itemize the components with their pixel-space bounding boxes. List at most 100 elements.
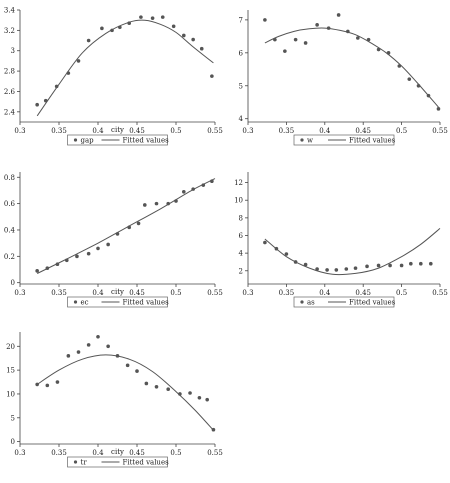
y-tick-label: 10 (6, 390, 15, 398)
y-tick-label: 20 (6, 343, 15, 351)
legend-marker (300, 300, 304, 304)
data-point (303, 262, 308, 267)
data-point (191, 187, 195, 191)
data-point (191, 37, 195, 42)
x-tick-label: 0.45 (129, 449, 145, 457)
data-point (284, 252, 289, 256)
data-point (43, 98, 48, 103)
data-point (199, 46, 204, 51)
data-point (397, 64, 402, 68)
data-point (86, 251, 91, 256)
data-point (210, 179, 214, 184)
data-point (273, 37, 277, 42)
x-tick-label: 0.55 (207, 449, 223, 457)
chart-panel-2: 0.3 0.35 0.4 0.45 0.5 0.55 4 5 6 7 w Fitted values (239, 10, 448, 146)
x-tick-label: 0.5 (170, 449, 181, 457)
data-point (76, 350, 81, 354)
y-tick-label: 12 (234, 179, 243, 187)
data-point (174, 199, 178, 203)
chart-panel-1: 0.3 0.35 0.4 0.45 0.5 0.55 2.4 2.6 2.8 3 3.2 3.4 cit… (4, 7, 223, 146)
x-tick-label: 0.4 (319, 127, 331, 135)
data-point (325, 268, 329, 272)
data-point (86, 38, 91, 43)
data-point (201, 183, 206, 187)
y-tick-label: 4 (239, 250, 244, 258)
data-point (366, 37, 371, 42)
x-tick-label: 0.5 (170, 289, 181, 297)
x-tick-label: 0.3 (242, 289, 253, 297)
legend-label-series: gap (81, 137, 95, 145)
data-point (45, 383, 50, 388)
legend: tr Fitted values (67, 456, 169, 468)
legend-marker (73, 460, 78, 464)
data-point (96, 334, 100, 339)
data-point (127, 21, 131, 26)
data-point (136, 221, 141, 226)
data-point (66, 71, 71, 75)
data-point (436, 107, 441, 111)
chart-panel-3: 0.3 0.35 0.4 0.45 0.5 0.5500.20.40.60.8cityec… (4, 172, 223, 308)
chart-panel-5: 0.3 0.35 0.4 0.45 0.5 0.55 0 5 10 15 20 city tr Fitte… (6, 332, 223, 468)
data-point (66, 354, 71, 358)
data-point (154, 385, 159, 389)
x-tick-label: 0.5 (396, 127, 407, 135)
y-tick-label: 0.8 (4, 174, 15, 182)
x-tick-label: 0.45 (129, 127, 145, 135)
data-point (386, 51, 391, 55)
data-point (75, 254, 79, 259)
x-tick-label: 0.35 (51, 127, 67, 135)
y-tick-label: 6 (239, 232, 244, 240)
y-tick-label: 5 (11, 414, 15, 422)
legend-label-series: w (307, 137, 313, 145)
data-point (76, 59, 81, 63)
data-point (144, 381, 149, 386)
data-point (118, 25, 122, 30)
data-point (210, 74, 214, 78)
data-point (35, 102, 39, 107)
data-point (54, 84, 59, 89)
data-point (100, 26, 104, 31)
data-point (143, 203, 147, 207)
y-tick-label: 15 (6, 367, 15, 375)
legend-label-fitted: Fitted values (123, 299, 170, 307)
x-tick-label: 0.45 (355, 289, 371, 297)
legend-label-series: ec (81, 299, 89, 307)
legend: w Fitted values (293, 134, 396, 146)
data-point (205, 397, 209, 402)
data-point (55, 262, 60, 267)
data-point (188, 391, 192, 395)
data-point (55, 380, 60, 384)
data-point (197, 395, 202, 400)
y-tick-label: 3 (11, 47, 15, 55)
x-axis-label: city (111, 288, 124, 296)
x-tick-label: 0.55 (432, 289, 448, 297)
data-point (263, 18, 267, 22)
fitted-line (36, 178, 216, 274)
data-point (106, 242, 110, 247)
y-tick-label: 2 (239, 267, 243, 275)
legend-marker (73, 300, 78, 304)
y-tick-label: 4 (239, 115, 244, 123)
y-tick-label: 0.2 (4, 253, 15, 261)
data-point (376, 263, 381, 268)
data-point (135, 369, 139, 373)
fitted-line (264, 228, 441, 276)
data-point (127, 225, 131, 230)
legend-label-series: tr (81, 459, 88, 467)
data-point (334, 268, 339, 272)
y-tick-label: 0.4 (4, 226, 16, 234)
x-tick-label: 0.35 (51, 449, 67, 457)
data-point (376, 47, 381, 52)
data-point (326, 26, 331, 30)
data-point (35, 269, 39, 273)
chart-panel-4: 0.3 0.35 0.4 0.45 0.5 0.55 2 4 6 8 10 12 as Fitted va… (234, 172, 448, 308)
y-tick-label: 3.2 (4, 27, 15, 35)
y-tick-label: 0 (11, 438, 15, 446)
data-point (428, 261, 433, 266)
data-point (399, 263, 404, 268)
legend-label-fitted: Fitted values (349, 299, 396, 307)
data-point (356, 36, 360, 40)
x-tick-label: 0.55 (207, 289, 223, 297)
data-point (365, 264, 369, 269)
